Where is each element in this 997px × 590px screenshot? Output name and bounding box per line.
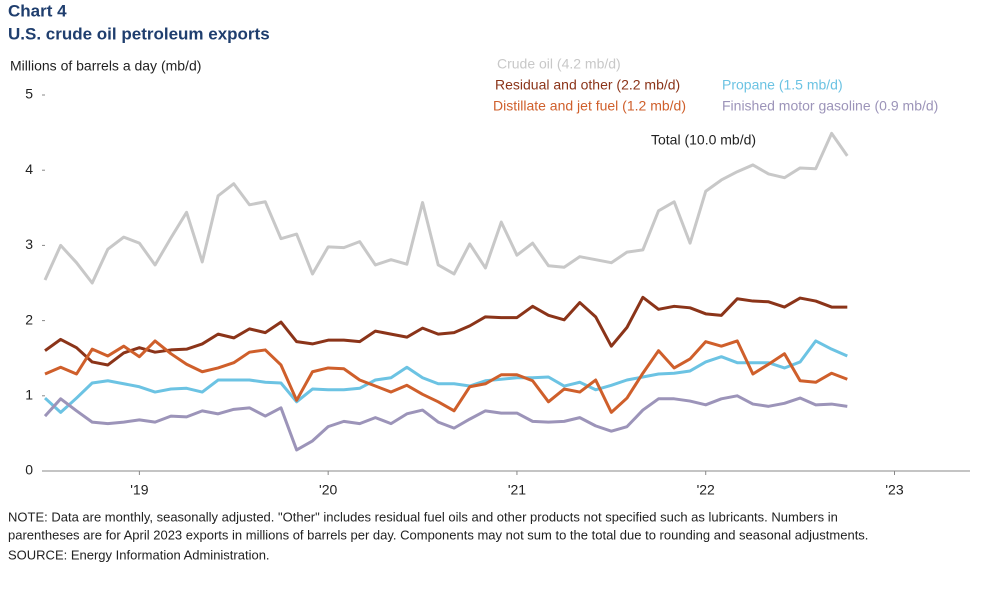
legend-entry: Propane (1.5 mb/d)	[722, 77, 843, 93]
series-line	[43, 339, 848, 414]
note: parentheses are for April 2023 exports i…	[8, 527, 868, 542]
y-tick-label: 4	[25, 161, 33, 177]
x-tick-label: '19	[130, 482, 148, 498]
series-line	[44, 339, 848, 414]
annotation: Total (10.0 mb/d)	[651, 132, 756, 148]
chart-title: Chart 4	[8, 1, 67, 20]
chart-subtitle: U.S. crude oil petroleum exports	[8, 24, 270, 43]
x-tick-label: '22	[697, 482, 715, 498]
y-tick-label: 0	[25, 462, 33, 478]
series-line	[44, 295, 848, 367]
series-line	[43, 394, 848, 452]
y-tick-label: 5	[25, 86, 33, 102]
y-axis-label: Millions of barrels a day (mb/d)	[10, 58, 201, 74]
series-line	[43, 131, 849, 285]
y-tick-label: 2	[25, 311, 33, 327]
source: SOURCE: Energy Information Administratio…	[8, 547, 270, 562]
legend-entry: Crude oil (4.2 mb/d)	[497, 56, 621, 72]
legend-entry: Distillate and jet fuel (1.2 mb/d)	[493, 98, 686, 114]
y-tick-label: 3	[25, 236, 33, 252]
legend-entry: Residual and other (2.2 mb/d)	[495, 77, 680, 93]
note: NOTE: Data are monthly, seasonally adjus…	[8, 509, 838, 524]
legend-entry: Finished motor gasoline (0.9 mb/d)	[722, 98, 938, 114]
x-tick-label: '20	[319, 482, 337, 498]
x-tick-label: '21	[508, 482, 526, 498]
x-tick-label: '23	[885, 482, 903, 498]
y-tick-label: 1	[25, 387, 33, 403]
